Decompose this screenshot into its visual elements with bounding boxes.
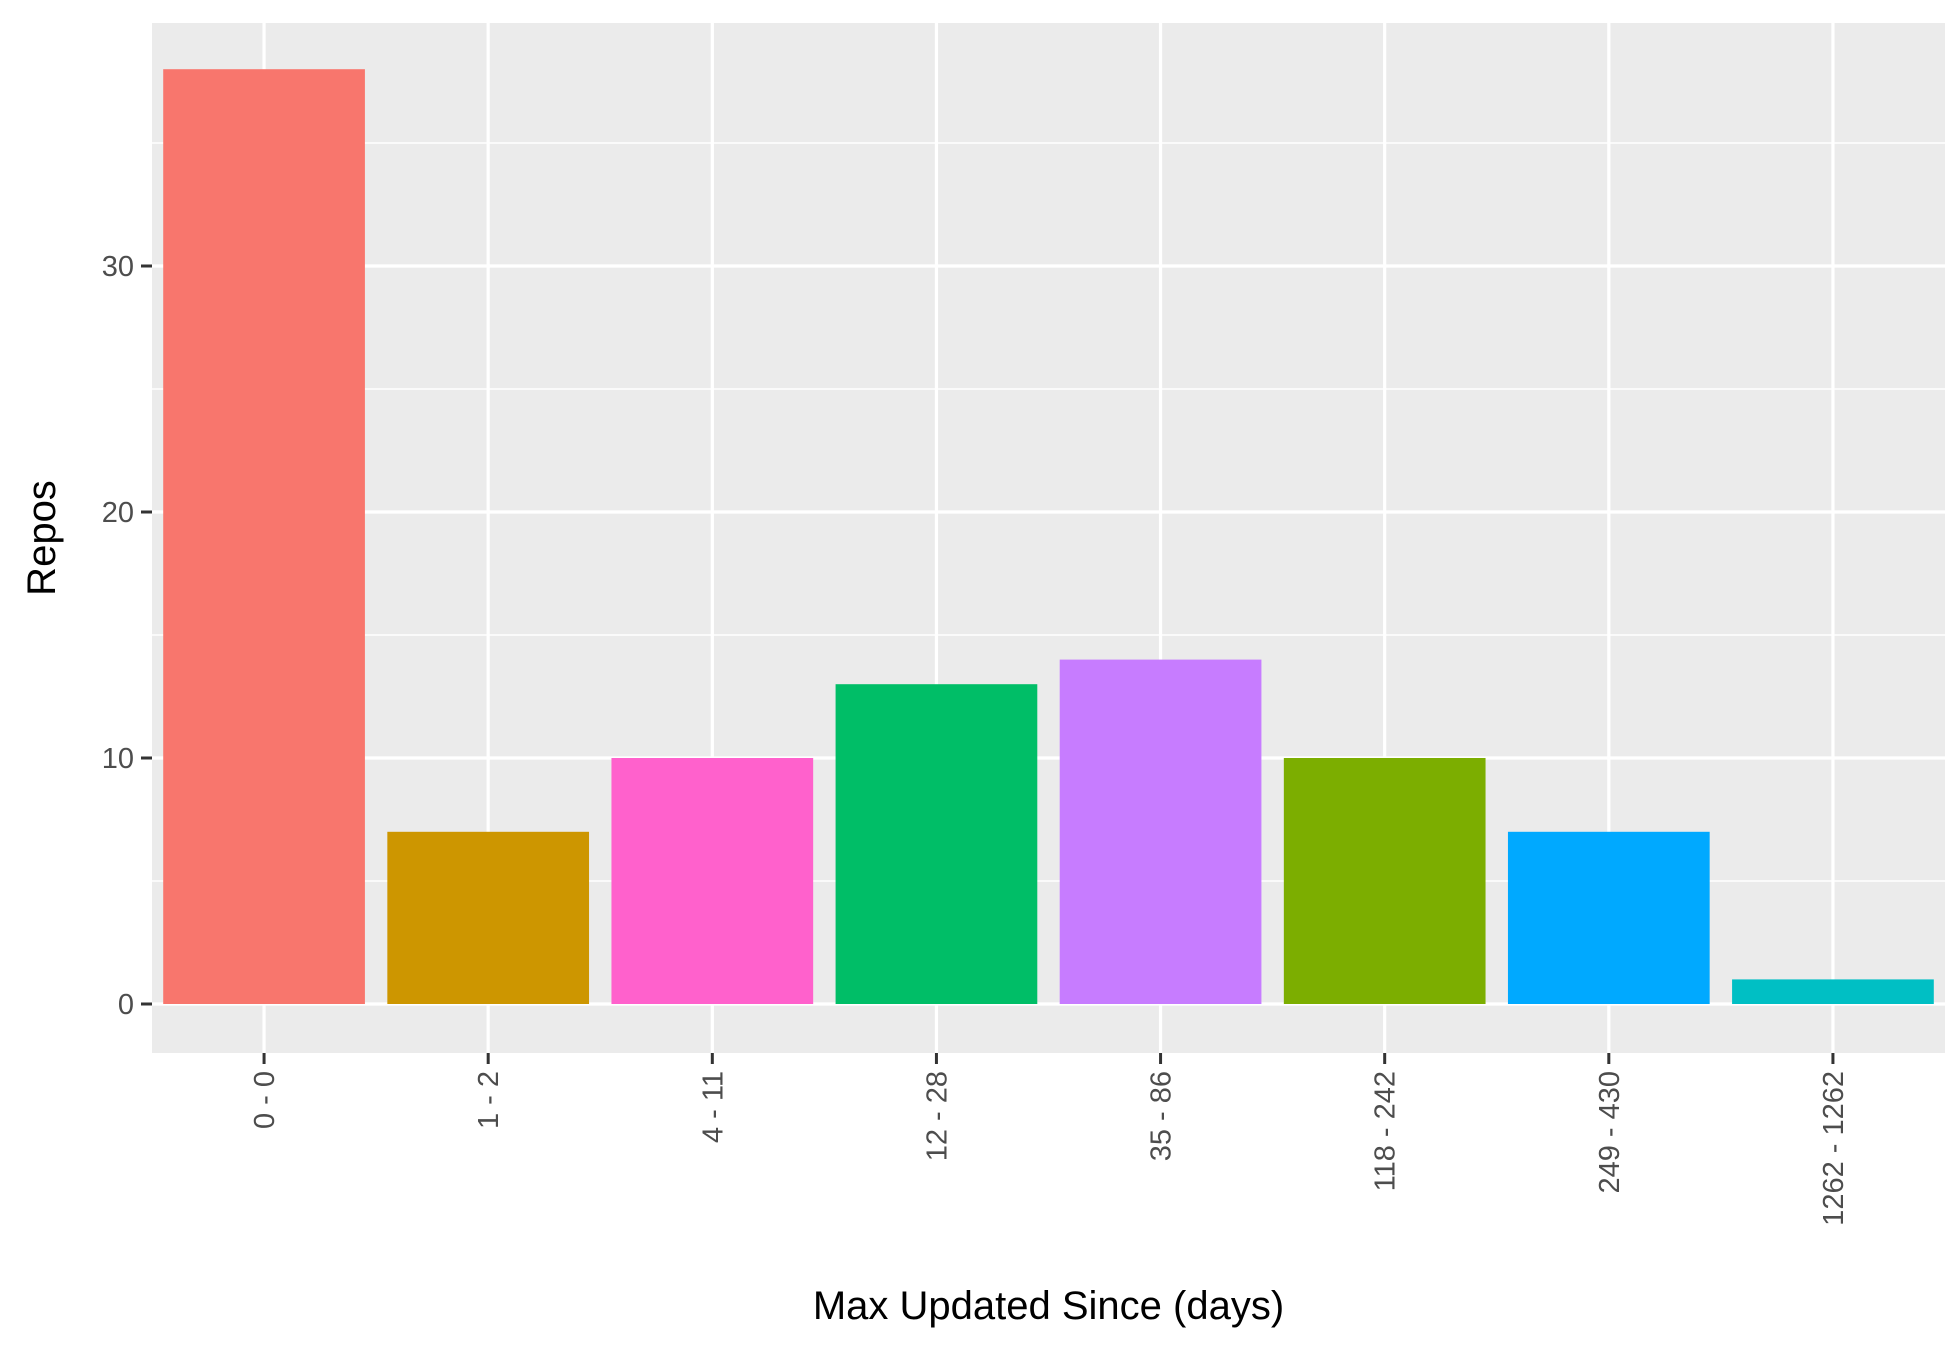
x-tick-label: 12 - 28 [921, 1071, 953, 1161]
x-tick-label: 0 - 0 [249, 1071, 281, 1129]
y-tick-label: 20 [102, 497, 134, 529]
bar [1283, 758, 1486, 1004]
x-axis: 0 - 0 1 - 2 4 - 11 12 - 28 35 - 86 118 - 242 2… [249, 1053, 1850, 1226]
y-axis-title: Repos [20, 480, 64, 596]
x-axis-title: Max Updated Since (days) [813, 1284, 1284, 1328]
x-tick-label: 4 - 11 [697, 1071, 729, 1143]
bar [1732, 979, 1934, 1004]
y-tick-label: 30 [102, 251, 134, 283]
x-tick-label: 1262 - 1262 [1818, 1071, 1850, 1226]
x-tick-label: 35 - 86 [1146, 1071, 1178, 1161]
x-tick-label: 118 - 242 [1370, 1071, 1402, 1191]
x-tick-label: 249 - 430 [1594, 1071, 1626, 1194]
y-tick-label: 0 [118, 989, 134, 1021]
bar [163, 69, 365, 1004]
bar [1507, 831, 1710, 1004]
bar [611, 758, 814, 1004]
y-axis: 0 10 20 30 [102, 251, 152, 1021]
x-tick-label: 1 - 2 [473, 1071, 505, 1129]
bar [835, 684, 1038, 1004]
bars [163, 69, 1934, 1004]
bar [1059, 659, 1262, 1004]
y-tick-label: 10 [102, 743, 134, 775]
bar [387, 831, 590, 1004]
